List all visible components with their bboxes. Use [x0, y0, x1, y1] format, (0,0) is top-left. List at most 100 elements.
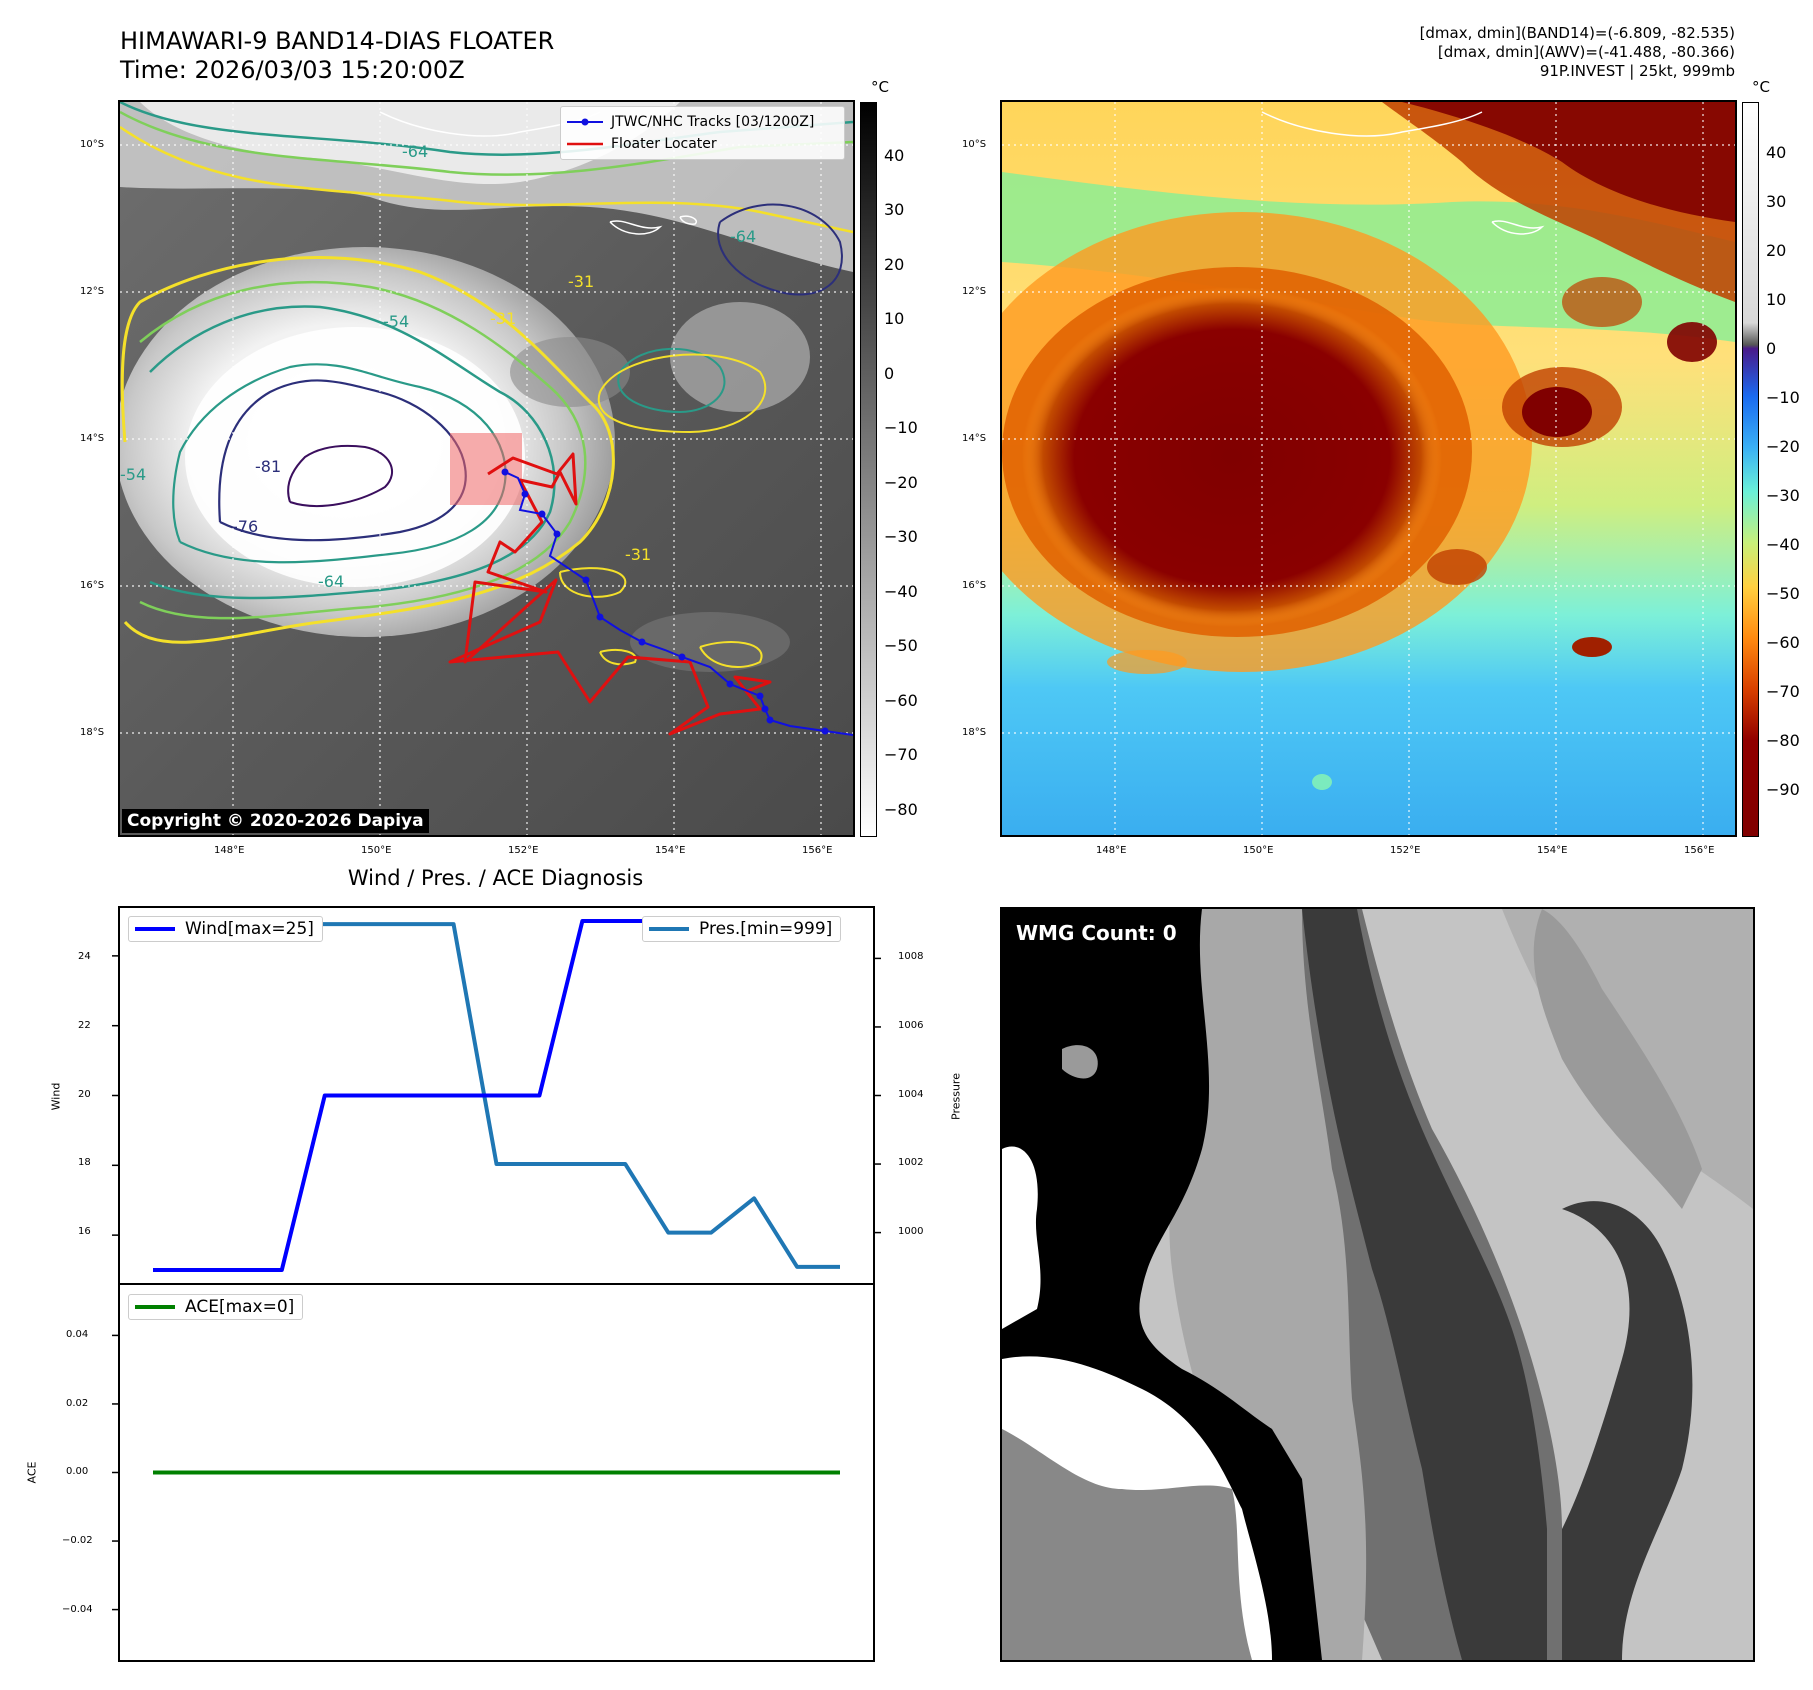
colorbar2 [1742, 102, 1759, 837]
lon-label: 154°E [655, 845, 686, 856]
lat-label: 16°S [962, 580, 987, 591]
lat-label: 10°S [80, 139, 105, 150]
colorbar1-tick: 0 [884, 364, 895, 383]
enhanced-northeast-coldest [1402, 102, 1735, 222]
lon-label: 152°E [1390, 845, 1421, 856]
colorbar2-tick: −40 [1766, 535, 1800, 554]
track-points [501, 468, 829, 735]
colorbar2-tick: −10 [1766, 388, 1800, 407]
pres-tick-label: 1002 [898, 1157, 924, 1168]
copyright-label: Copyright © 2020-2026 Dapiya [122, 809, 429, 833]
enhanced-cell-2 [1667, 322, 1717, 362]
colorbar1-tick: 20 [884, 255, 905, 274]
contour-small-yellow-3 [599, 649, 637, 666]
ace-tick-label: 0.04 [66, 1329, 89, 1340]
wind-legend-label: Wind[max=25] [185, 919, 314, 939]
ace-legend-swatch [135, 1305, 175, 1309]
lon-label: 148°E [1096, 845, 1127, 856]
colorbar1-tick: −10 [884, 418, 918, 437]
wind-legend-swatch [135, 927, 175, 931]
wind-legend: Wind[max=25] [128, 916, 323, 942]
pres-ylabel: Pressure [949, 1073, 963, 1120]
colorbar2-tick: −30 [1766, 486, 1800, 505]
lat-label: 18°S [80, 727, 105, 738]
contour-teal-2 [172, 363, 507, 564]
colorbar2-tick: 30 [1766, 192, 1787, 211]
contour-north-yellow [120, 125, 853, 234]
ace-tick-label: 0.02 [66, 1398, 89, 1409]
wind-ticks [112, 955, 119, 1236]
enhanced-map-svg [1002, 102, 1735, 835]
contour-label: -31 [625, 545, 651, 564]
ace-legend-label: ACE[max=0] [185, 1297, 295, 1317]
colorbar1-tick: −50 [884, 636, 918, 655]
floater-box [450, 433, 522, 505]
colorbar2-unit: °C [1752, 78, 1770, 96]
title-line-2: Time: 2026/03/03 15:20:00Z [120, 56, 465, 84]
ace-tick-label: 0.00 [66, 1466, 89, 1477]
enhanced-gridlines [1002, 102, 1735, 835]
lat-label: 16°S [80, 580, 105, 591]
contour-small-yellow-2 [699, 641, 763, 668]
legend-floater-label: Floater Locater [611, 136, 717, 152]
pres-tick-label: 1000 [898, 1226, 924, 1237]
contour-label: -54 [383, 312, 409, 331]
ir-map-svg: -64 -64 -54 -31 -31 -81 -76 -64 -31 -54 [120, 102, 853, 835]
contour-label: -64 [730, 227, 756, 246]
wmg-region-dark-east [1562, 1201, 1693, 1660]
lon-label: 150°E [1243, 845, 1274, 856]
pres-tick-label: 1004 [898, 1089, 924, 1100]
contour-label: -64 [402, 142, 428, 161]
contour-teal-1 [149, 305, 556, 600]
wmg-svg [1002, 909, 1753, 1660]
ir-convective-cell-3 [630, 612, 790, 672]
lon-label: 156°E [802, 845, 833, 856]
coastline-1 [1491, 220, 1545, 235]
lat-label: 10°S [962, 139, 987, 150]
colorbar1-unit: °C [871, 78, 889, 96]
colorbar1-tick: −70 [884, 745, 918, 764]
wind-tick-label: 24 [78, 951, 91, 962]
legend-row-tracks: JTWC/NHC Tracks [03/1200Z] [561, 111, 844, 133]
colorbar2-tick: −90 [1766, 780, 1800, 799]
colorbar1-tick: 30 [884, 200, 905, 219]
wmg-region-pale-streak [1533, 909, 1702, 1209]
colorbar2-tick: −60 [1766, 633, 1800, 652]
ace-tick-label: −0.02 [62, 1535, 93, 1546]
colorbar1-tick: 40 [884, 146, 905, 165]
ace-tick-label: −0.04 [62, 1604, 93, 1615]
contour-label: -54 [120, 465, 146, 484]
wmg-count-label: WMG Count: 0 [1008, 917, 1185, 949]
pres-ticks [874, 957, 881, 1234]
ace-ylabel: ACE [25, 1461, 39, 1484]
wind-tick-label: 22 [78, 1020, 91, 1031]
meta-line-3: 91P.INVEST | 25kt, 999mb [1539, 62, 1735, 80]
legend-row-floater: Floater Locater [561, 133, 844, 155]
colorbar2-tick: −50 [1766, 584, 1800, 603]
lat-label: 12°S [80, 286, 105, 297]
contour-label: -31 [568, 272, 594, 291]
ace-legend: ACE[max=0] [128, 1294, 304, 1320]
lon-label: 152°E [508, 845, 539, 856]
contour-label-group: -64 -64 -54 -31 -31 -81 -76 -64 -31 -54 [120, 142, 756, 591]
ir-convective-cell-2 [510, 337, 630, 407]
enhanced-cell-7 [1312, 774, 1332, 790]
contour-yellow-1 [120, 256, 615, 644]
colorbar2-tick: 0 [1766, 339, 1777, 358]
colorbar2-tick: −70 [1766, 682, 1800, 701]
colorbar2-tick: 20 [1766, 241, 1787, 260]
wmg-region-dark-band [1302, 909, 1547, 1660]
ace-ticks [112, 1334, 119, 1611]
enhanced-cell-1-core [1522, 387, 1592, 437]
contour-purple-1 [287, 444, 394, 508]
wmg-region-gray-band [1169, 909, 1367, 1660]
contour-label: -81 [255, 457, 281, 476]
lat-label: 18°S [962, 727, 987, 738]
colorbar1-tick: −80 [884, 800, 918, 819]
wind-ylabel: Wind [49, 1082, 63, 1111]
lon-label: 156°E [1684, 845, 1715, 856]
colorbar2-tick: 40 [1766, 143, 1787, 162]
legend-tracks-label: JTWC/NHC Tracks [03/1200Z] [611, 114, 815, 130]
pres-tick-label: 1008 [898, 951, 924, 962]
